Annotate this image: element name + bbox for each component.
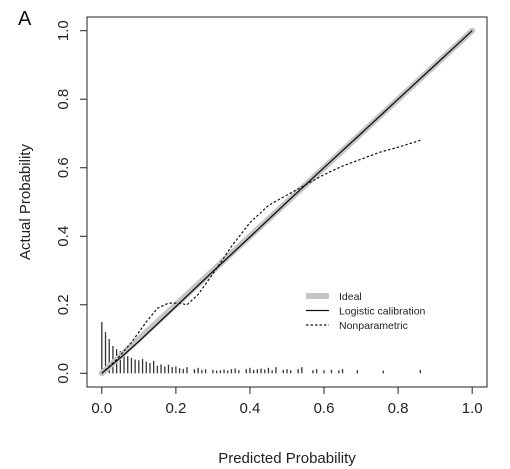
plot-frame [86,16,488,388]
y-tick-label: 0.6 [55,157,72,178]
legend-label: Nonparametric [339,320,408,332]
series-logistic-calibration-line [101,30,473,374]
x-axis-label: Predicted Probability [218,450,356,467]
x-tick-label: 0.6 [314,400,335,417]
panel-label: A [18,8,32,30]
y-tick-label: 0.4 [55,226,72,247]
series-nonparametric-line [101,139,421,374]
y-tick-label: 0.2 [55,294,72,315]
x-tick-label: 0.4 [240,400,261,417]
x-tick-label: 1.0 [462,400,483,417]
x-tick-label: 0.2 [165,400,186,417]
legend-label: Ideal [339,291,362,303]
y-tick-label: 0.8 [55,89,72,110]
x-tick-label: 0.8 [388,400,409,417]
y-axis-label: Actual Probability [17,144,34,260]
x-tick-label: 0.0 [91,400,112,417]
y-tick-label: 1.0 [55,20,72,41]
y-tick-label: 0.0 [55,363,72,384]
plot-area: 0.0 0.2 0.4 0.6 0.8 1.0 0.0 0.2 0.4 0.6 0.8 1.0 Pred… [17,16,488,467]
legend-label: Logistic calibration [339,306,426,318]
